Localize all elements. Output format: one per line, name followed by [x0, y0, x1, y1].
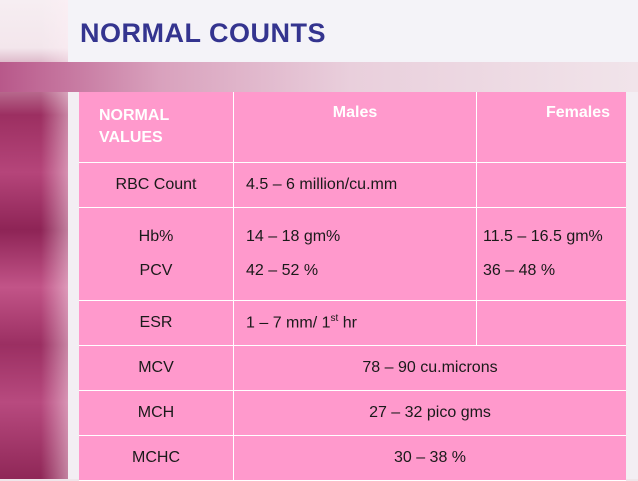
header-males: Males — [233, 92, 477, 163]
table-row-mch: MCH 27 – 32 pico gms — [79, 390, 626, 436]
males-value-hb: 14 – 18 gm% — [246, 228, 341, 245]
table-row-hb-pcv: Hb% PCV 14 – 18 gm% 42 – 52 % 11.5 – 16.… — [79, 207, 626, 301]
esr-suffix: hr — [338, 314, 357, 332]
table-row-esr: ESR 1 – 7 mm/ 1st hr — [79, 300, 626, 346]
males-value-group: 14 – 18 gm% 42 – 52 % — [233, 207, 477, 301]
table-row-rbc: RBC Count 4.5 – 6 million/cu.mm — [79, 162, 626, 208]
row-label-hb: Hb% — [138, 228, 174, 245]
row-label: RBC Count — [79, 162, 234, 208]
header-normal-values-line2: VALUES — [99, 129, 163, 146]
row-label: MCV — [79, 345, 234, 391]
females-value — [476, 162, 626, 208]
males-value: 1 – 7 mm/ 1st hr — [233, 300, 477, 346]
row-label-group: Hb% PCV — [79, 207, 234, 301]
header-females: Females — [476, 92, 626, 163]
normal-counts-table: NORMAL VALUES Males Females RBC Count 4.… — [79, 92, 626, 481]
esr-prefix: 1 – 7 mm/ 1 — [246, 314, 331, 332]
females-value-group: 11.5 – 16.5 gm% 36 – 48 % — [476, 207, 626, 301]
merged-value: 78 – 90 cu.microns — [233, 345, 626, 391]
row-label: MCH — [79, 390, 234, 436]
row-label: MCHC — [79, 435, 234, 481]
row-label-pcv: PCV — [139, 262, 173, 279]
table-row-mchc: MCHC 30 – 38 % — [79, 435, 626, 481]
decorative-band — [0, 62, 638, 92]
table-row-mcv: MCV 78 – 90 cu.microns — [79, 345, 626, 391]
merged-value: 27 – 32 pico gms — [233, 390, 626, 436]
table-header-row: NORMAL VALUES Males Females — [79, 92, 626, 163]
row-label: ESR — [79, 300, 234, 346]
title-area — [68, 0, 638, 62]
merged-value: 30 – 38 % — [233, 435, 626, 481]
header-normal-values-line1: NORMAL — [99, 107, 170, 124]
males-value-pcv: 42 – 52 % — [246, 262, 319, 279]
header-normal-values: NORMAL VALUES — [79, 92, 234, 163]
slide-title: NORMAL COUNTS — [80, 18, 326, 48]
females-value-hb: 11.5 – 16.5 gm% — [483, 228, 603, 245]
esr-superscript: st — [330, 313, 339, 325]
females-value — [476, 300, 626, 346]
males-value: 4.5 – 6 million/cu.mm — [233, 162, 477, 208]
females-value-pcv: 36 – 48 % — [483, 262, 556, 279]
